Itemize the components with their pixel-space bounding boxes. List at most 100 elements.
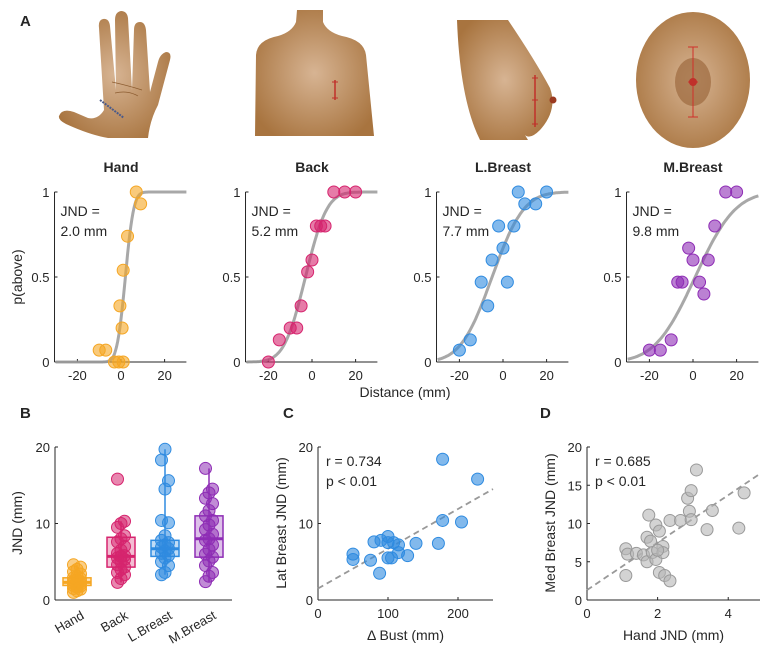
data-point (113, 299, 127, 313)
scatter-bust-vs-lat-breast: 0 100 200 0 10 20 r = 0.734 p < 0.01 Δ Bust (mm)… (273, 440, 494, 643)
data-point (540, 185, 554, 199)
y-tick-label: 1 (233, 185, 240, 200)
jnd-label: JND = (252, 203, 291, 219)
data-point (689, 463, 703, 477)
x-tick-label: 0 (117, 368, 124, 383)
data-point (206, 482, 219, 496)
data-point (67, 558, 80, 572)
data-point (261, 355, 275, 369)
y-axis-label: p(above) (9, 249, 25, 304)
x-tick-label: 20 (348, 368, 362, 383)
data-point (705, 503, 719, 517)
data-point (392, 538, 405, 552)
data-point (401, 549, 415, 563)
data-point (294, 299, 308, 313)
correlation-r: r = 0.734 (326, 453, 382, 469)
fit-curve (55, 190, 187, 364)
jnd-label: JND = (633, 203, 672, 219)
data-point (318, 219, 332, 233)
x-tick-label: 20 (157, 368, 171, 383)
y-tick-label: 1 (614, 185, 621, 200)
category-label: L.Breast (125, 607, 175, 644)
data-point (708, 219, 722, 233)
data-point (121, 229, 135, 243)
plot-title: Hand (104, 159, 139, 175)
data-point (155, 453, 168, 467)
data-point (199, 461, 212, 475)
trend-line (586, 473, 761, 591)
x-tick-label: 0 (689, 368, 696, 383)
x-tick-label: -20 (640, 368, 659, 383)
x-tick-label: 2 (654, 606, 661, 621)
y-tick-label: 1 (42, 185, 49, 200)
correlation-p: p < 0.01 (326, 473, 377, 489)
data-point (116, 263, 130, 277)
data-point (111, 472, 124, 486)
data-point (474, 275, 488, 289)
data-point (272, 333, 286, 347)
y-tick-label: 0.5 (222, 270, 240, 285)
lateral-breast-illustration (457, 20, 557, 140)
shared-x-axis-label: Distance (mm) (359, 384, 450, 400)
x-tick-label: 20 (729, 368, 743, 383)
data-point (129, 185, 143, 199)
y-tick-label: 0 (575, 593, 582, 608)
psychometric-plot-hand: Hand -20 0 20 0 0.5 1 JND = 2.0 mm p(above) (9, 159, 187, 383)
data-point (290, 321, 304, 335)
data-point (471, 472, 485, 486)
data-point (455, 515, 468, 529)
y-tick-label: 0 (306, 593, 313, 608)
y-tick-label: 10 (36, 517, 50, 532)
data-point (118, 514, 131, 528)
x-axis-label: Δ Bust (mm) (367, 627, 444, 643)
data-point (693, 275, 707, 289)
category-label: Hand (52, 608, 86, 637)
back-illustration (255, 10, 374, 136)
data-point (500, 275, 514, 289)
data-point (162, 474, 175, 488)
data-point (118, 529, 131, 543)
y-axis-label: Lat Breast JND (mm) (273, 457, 289, 588)
box-mbreast (194, 461, 224, 589)
psychometric-plot-lbreast: L.Breast -20 0 20 0 0.5 1 JND = 7.7 mm (413, 159, 569, 383)
data-point (409, 536, 423, 550)
y-axis-label: JND (mm) (9, 491, 25, 555)
y-tick-label: 10 (299, 517, 313, 532)
x-tick-label: 4 (725, 606, 732, 621)
data-point (664, 333, 678, 347)
data-point (134, 197, 148, 211)
panel-label-a: A (20, 13, 31, 30)
data-point (663, 574, 677, 588)
data-point (327, 185, 341, 199)
box-lbreast (150, 442, 180, 582)
data-point (492, 219, 506, 233)
jnd-value: 2.0 mm (61, 223, 108, 239)
x-tick-label: 0 (314, 606, 321, 621)
data-point (737, 486, 751, 500)
data-point (158, 529, 172, 543)
hand-illustration (58, 11, 171, 138)
correlation-p: p < 0.01 (595, 473, 646, 489)
data-point (338, 185, 352, 199)
data-point (732, 521, 746, 535)
data-point (436, 513, 450, 527)
data-point (481, 299, 495, 313)
data-point (158, 442, 172, 456)
y-tick-label: 0 (424, 355, 431, 370)
jnd-label: JND = (61, 203, 100, 219)
data-point (99, 343, 113, 357)
panel-label-b: B (20, 405, 31, 422)
y-tick-label: 5 (575, 555, 582, 570)
data-point (431, 536, 445, 550)
psychometric-plot-back: Back -20 0 20 0 0.5 1 JND = 5.2 mm (222, 159, 378, 383)
data-point (684, 513, 698, 527)
data-point (642, 343, 656, 357)
data-point (682, 241, 696, 255)
data-point (518, 197, 532, 211)
panel-label-c: C (283, 405, 294, 422)
x-tick-label: -20 (68, 368, 87, 383)
box-hand (62, 558, 92, 599)
data-point (730, 185, 744, 199)
data-point (697, 287, 711, 301)
